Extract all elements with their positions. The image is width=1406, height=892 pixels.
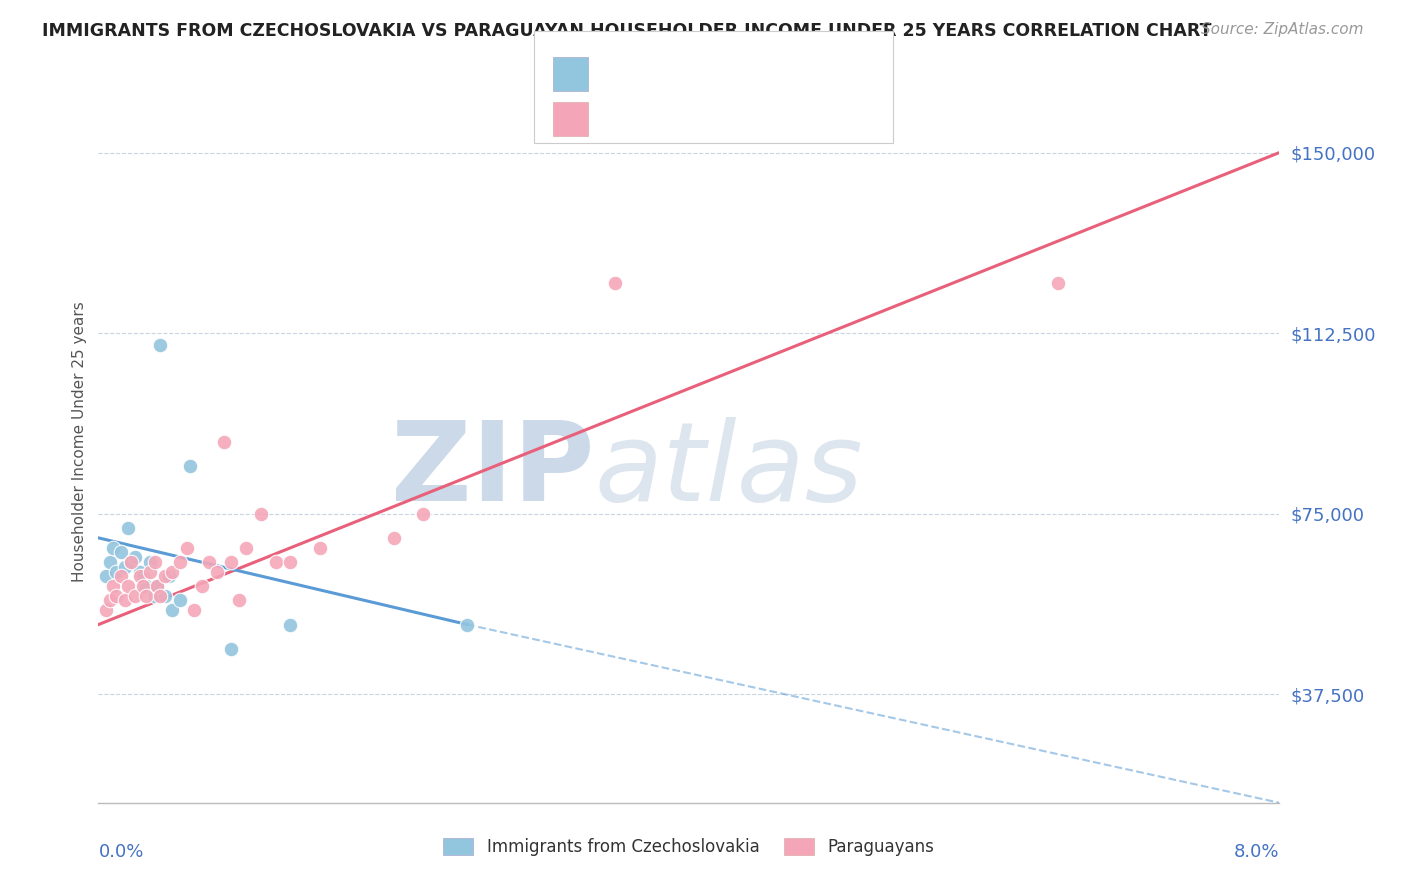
Point <box>250 507 273 521</box>
Point <box>105 589 128 603</box>
Point <box>1046 276 1070 290</box>
Point <box>169 593 191 607</box>
Text: 0.0%: 0.0% <box>98 843 143 861</box>
Point <box>176 541 198 555</box>
Point <box>94 603 117 617</box>
Point <box>191 579 214 593</box>
Point <box>94 569 117 583</box>
Point <box>114 593 136 607</box>
Point <box>120 555 142 569</box>
Point <box>153 589 176 603</box>
Point <box>132 49 155 63</box>
Point <box>280 555 302 569</box>
Point <box>157 569 180 583</box>
Point <box>221 555 243 569</box>
Point <box>114 559 136 574</box>
Point <box>153 569 176 583</box>
Point <box>149 589 172 603</box>
Point <box>124 550 146 565</box>
Point <box>98 593 121 607</box>
Point <box>128 569 150 583</box>
Point <box>162 603 183 617</box>
Point <box>135 579 157 593</box>
Point <box>128 565 150 579</box>
Text: Source: ZipAtlas.com: Source: ZipAtlas.com <box>1201 22 1364 37</box>
Point <box>132 579 155 593</box>
Y-axis label: Householder Income Under 25 years: Householder Income Under 25 years <box>72 301 87 582</box>
Text: R =  0.553   N = 37: R = 0.553 N = 37 <box>599 111 799 128</box>
Point <box>105 565 128 579</box>
Legend: Immigrants from Czechoslovakia, Paraguayans: Immigrants from Czechoslovakia, Paraguay… <box>437 831 941 863</box>
Point <box>120 555 142 569</box>
Point <box>162 565 183 579</box>
Point <box>235 541 257 555</box>
Point <box>103 541 125 555</box>
Point <box>132 569 155 583</box>
Point <box>212 434 235 449</box>
Point <box>124 589 146 603</box>
Point <box>149 338 172 352</box>
Text: R = -0.241   N = 24: R = -0.241 N = 24 <box>599 66 799 84</box>
Point <box>110 569 132 583</box>
Point <box>457 617 479 632</box>
Point <box>382 531 405 545</box>
Point <box>264 555 287 569</box>
Point <box>139 565 162 579</box>
Point <box>103 579 125 593</box>
Point <box>143 555 166 569</box>
Point <box>146 579 169 593</box>
Point <box>605 276 627 290</box>
Point <box>98 555 121 569</box>
Point <box>179 458 201 473</box>
Point <box>205 565 228 579</box>
Point <box>146 579 169 593</box>
Point <box>143 589 166 603</box>
Point <box>117 521 139 535</box>
Point <box>228 593 250 607</box>
Point <box>135 589 157 603</box>
Point <box>117 579 139 593</box>
Text: 8.0%: 8.0% <box>1234 843 1279 861</box>
Text: atlas: atlas <box>595 417 863 524</box>
Point <box>221 641 243 656</box>
Text: IMMIGRANTS FROM CZECHOSLOVAKIA VS PARAGUAYAN HOUSEHOLDER INCOME UNDER 25 YEARS C: IMMIGRANTS FROM CZECHOSLOVAKIA VS PARAGU… <box>42 22 1212 40</box>
Point <box>412 507 434 521</box>
Point <box>309 541 332 555</box>
Point <box>183 603 205 617</box>
Point <box>280 617 302 632</box>
Point <box>169 555 191 569</box>
Point <box>198 555 221 569</box>
Text: ZIP: ZIP <box>391 417 595 524</box>
Point <box>139 555 162 569</box>
Point <box>110 545 132 559</box>
